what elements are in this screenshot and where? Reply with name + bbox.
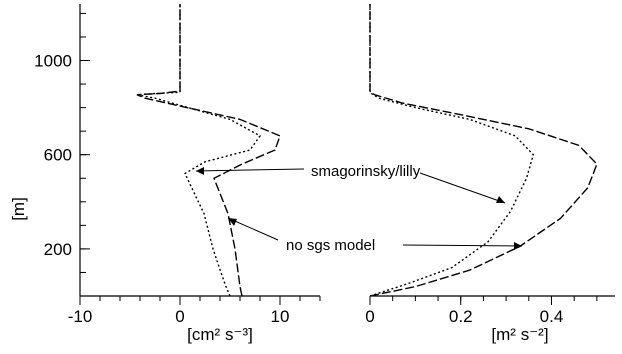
right-series-dotted <box>369 4 535 297</box>
arrowhead-nosgs-right <box>514 242 522 250</box>
arrow-smagorinsky-right <box>419 172 506 204</box>
right-x-axis-label: [m² s⁻²] <box>491 325 548 344</box>
right-panel: 0 0.2 0.4 <box>365 4 615 326</box>
annotation-no-sgs-model: no sgs model <box>286 237 375 254</box>
right-x-tick-label: 0.2 <box>449 307 473 326</box>
right-series-dashed <box>369 4 598 297</box>
arrowhead-nosgs-left <box>228 218 237 226</box>
left-series-dotted <box>136 4 262 297</box>
y-axis-label: [m] <box>9 197 28 221</box>
arrowhead-smagorinsky-left <box>196 167 204 175</box>
y-tick-label: 1000 <box>34 52 72 71</box>
left-x-axis-label: [cm² s⁻³] <box>187 325 253 344</box>
arrow-nosgs-right <box>402 244 523 247</box>
left-x-tick-label: 0 <box>175 307 184 326</box>
right-x-tick-label: 0 <box>365 307 374 326</box>
left-x-tick-label: 10 <box>271 307 290 326</box>
arrowhead-smagorinsky-right <box>496 196 505 203</box>
y-tick-label: 200 <box>44 240 72 259</box>
y-tick-label: 600 <box>44 146 72 165</box>
annotation-smagorinsky-lilly: smagorinsky/lilly <box>311 163 421 180</box>
arrow-smagorinsky-left <box>195 168 305 172</box>
annotations: smagorinsky/lilly no sgs model <box>195 163 523 254</box>
left-series-dashed <box>136 4 281 297</box>
right-x-tick-label: 0.4 <box>540 307 564 326</box>
arrow-nosgs-left <box>227 217 279 241</box>
left-x-tick-label: -10 <box>68 307 93 326</box>
left-panel: -10 0 10 200 600 1000 <box>34 4 321 326</box>
